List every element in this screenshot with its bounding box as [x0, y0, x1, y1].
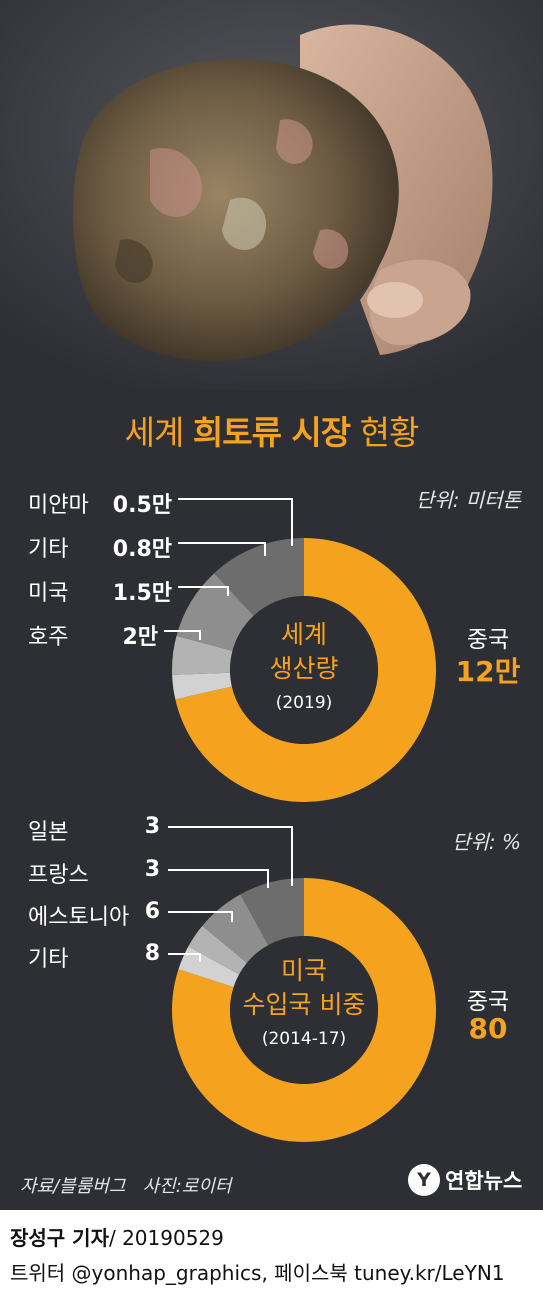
unit-label-1: 단위: 미터톤	[415, 488, 521, 512]
label-australia: 호주	[28, 625, 69, 650]
label-china-1: 중국	[466, 627, 510, 653]
yonhap-logo: Y 연합뉴스	[408, 1164, 522, 1196]
leader-other-1	[178, 542, 266, 556]
center-title-line1: 세계	[280, 620, 327, 649]
production-slice-1	[172, 672, 232, 700]
label-other-2: 기타	[28, 947, 69, 972]
leader-usa	[178, 586, 229, 596]
center2-year: (2014-17)	[261, 1029, 347, 1049]
infographic-panel: 세계 희토류 시장 현황 단위: 미터톤 미얀마 0.5만 기타 0.8만 미국…	[0, 0, 543, 1210]
value-estonia: 6	[144, 899, 160, 924]
import-slice-2	[188, 925, 247, 975]
value-other-1: 0.8만	[112, 537, 172, 562]
center2-title-line1: 미국	[280, 956, 327, 985]
production-slice-2	[172, 635, 233, 675]
value-france: 3	[144, 857, 160, 882]
production-slice-0	[175, 538, 436, 802]
donut-chart-import-share	[172, 878, 436, 1142]
value-china-1: 12만	[455, 655, 521, 688]
source-credit: 자료/블룸버그 사진:로이터	[20, 1176, 232, 1197]
production-hole	[230, 596, 378, 744]
label-myanmar: 미얀마	[28, 493, 89, 518]
import-slice-1	[178, 946, 240, 988]
label-france: 프랑스	[28, 863, 89, 888]
leader-other-2	[168, 953, 201, 962]
center-title-line2: 생산량	[269, 654, 339, 683]
center2-title-line2: 수입국 비중	[242, 990, 366, 1019]
leader-australia	[164, 630, 201, 640]
yonhap-logo-icon: Y	[408, 1164, 440, 1196]
label-other-1: 기타	[28, 537, 69, 562]
leader-japan	[168, 826, 293, 886]
label-china-2: 중국	[466, 989, 510, 1015]
footer-reporter: 장성구 기자/ 20190529	[10, 1226, 224, 1250]
value-myanmar: 0.5만	[112, 493, 172, 518]
center-year: (2019)	[275, 693, 333, 713]
value-china-2: 80	[468, 1012, 508, 1045]
value-japan: 3	[144, 814, 160, 839]
donut-center-2: 미국 수입국 비중 (2014-17)	[214, 954, 394, 1056]
import-slice-0	[172, 878, 436, 1142]
footer-social: 트위터 @yonhap_graphics, 페이스북 tuney.kr/LeYN…	[10, 1261, 505, 1285]
import-hole	[230, 936, 378, 1084]
label-usa: 미국	[28, 581, 69, 606]
ore-photo	[0, 0, 543, 390]
yonhap-logo-text: 연합뉴스	[445, 1169, 523, 1193]
value-australia: 2만	[122, 625, 158, 650]
leader-france	[168, 869, 269, 888]
leader-estonia	[168, 911, 233, 922]
leader-lines	[164, 498, 293, 962]
value-usa: 1.5만	[112, 581, 172, 606]
production-slice-4	[214, 538, 304, 616]
import-slice-4	[240, 878, 304, 946]
unit-label-2: 단위: %	[452, 830, 521, 854]
donut-center-1: 세계 생산량 (2019)	[234, 618, 374, 720]
leader-myanmar	[178, 498, 293, 546]
chart-title: 세계 희토류 시장 현황	[124, 413, 420, 452]
label-estonia: 에스토니아	[28, 905, 130, 930]
label-japan: 일본	[28, 820, 69, 845]
value-other-2: 8	[144, 941, 160, 966]
